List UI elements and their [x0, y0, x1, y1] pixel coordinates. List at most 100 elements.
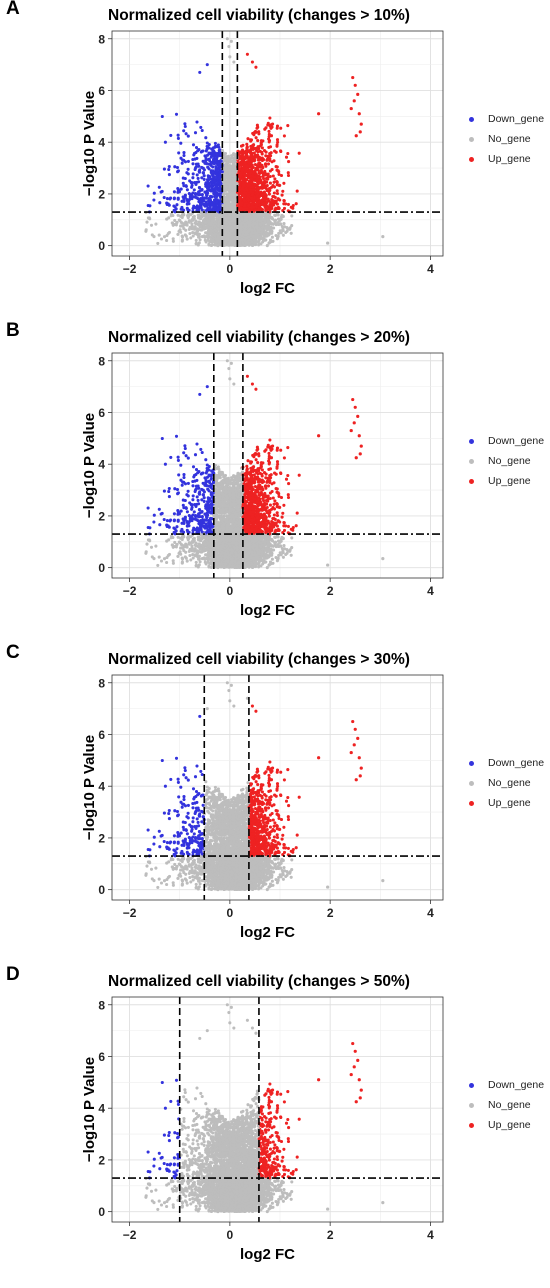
up-gene-point	[281, 190, 284, 193]
no-gene-point	[271, 240, 274, 243]
no-gene-point	[223, 190, 226, 193]
no-gene-point	[171, 221, 174, 224]
no-gene-point	[178, 218, 181, 221]
up-gene-point	[246, 189, 249, 192]
down-gene-point	[178, 190, 181, 193]
no-gene-point	[257, 242, 260, 245]
no-gene-point	[277, 232, 280, 235]
down-gene-point	[180, 200, 183, 203]
down-gene-point	[210, 184, 213, 187]
down-gene-point	[203, 197, 206, 200]
down-gene-point	[205, 162, 208, 165]
down-gene-point	[212, 149, 215, 152]
down-gene-point	[201, 150, 204, 153]
down-gene-point	[185, 132, 188, 135]
down-gene-point	[206, 141, 209, 144]
down-gene-point	[147, 204, 150, 207]
up-gene-point	[265, 159, 268, 162]
no-gene-point	[290, 214, 293, 217]
down-gene-point	[210, 181, 213, 184]
up-gene-point	[241, 144, 244, 147]
up-gene-point	[254, 183, 257, 186]
down-gene-point	[147, 184, 150, 187]
down-gene-point	[175, 113, 178, 116]
up-gene-point	[267, 137, 270, 140]
no-gene-point	[177, 230, 180, 233]
down-gene-point	[184, 160, 187, 163]
down-gene-point	[215, 145, 218, 148]
down-gene-point	[182, 154, 185, 157]
down-gene-point	[203, 168, 206, 171]
down-gene-point	[206, 194, 209, 197]
up-gene-point	[244, 173, 247, 176]
no-gene-point	[282, 222, 285, 225]
up-gene-point	[257, 162, 260, 165]
down-gene-point	[197, 193, 200, 196]
up-gene-point	[275, 145, 278, 148]
up-gene-point	[239, 176, 242, 179]
down-gene-point	[184, 125, 187, 128]
no-gene-point	[172, 237, 175, 240]
up-gene-point	[272, 174, 275, 177]
up-gene-point	[253, 200, 256, 203]
up-gene-point	[246, 197, 249, 200]
down-gene-point	[168, 197, 171, 200]
down-gene-point	[163, 168, 166, 171]
up-gene-point	[265, 151, 268, 154]
up-gene-point	[275, 199, 278, 202]
up-gene-point	[285, 156, 288, 159]
up-gene-point	[268, 116, 271, 119]
up-gene-point	[241, 187, 244, 190]
down-gene-point	[152, 198, 155, 201]
no-gene-point	[224, 213, 227, 216]
up-gene-point	[273, 150, 276, 153]
down-gene-point	[210, 188, 213, 191]
up-gene-point	[269, 182, 272, 185]
down-gene-point	[204, 136, 207, 139]
no-gene-point	[290, 224, 293, 227]
down-gene-point	[203, 174, 206, 177]
down-gene-point	[177, 151, 180, 154]
up-gene-point	[266, 189, 269, 192]
down-gene-point	[202, 171, 205, 174]
up-gene-point	[243, 204, 246, 207]
down-gene-point	[169, 134, 172, 137]
down-gene-point	[173, 210, 176, 213]
up-gene-point	[242, 177, 245, 180]
no-gene-point	[195, 239, 198, 242]
down-gene-point	[184, 177, 187, 180]
down-gene-point	[212, 146, 215, 149]
down-gene-point	[181, 158, 184, 161]
down-gene-point	[195, 120, 198, 123]
down-gene-point	[207, 174, 210, 177]
down-gene-point	[202, 160, 205, 163]
down-gene-point	[181, 162, 184, 165]
down-gene-point	[207, 178, 210, 181]
up-gene-point	[274, 196, 277, 199]
up-gene-point	[255, 136, 258, 139]
down-gene-point	[197, 163, 200, 166]
no-gene-point	[242, 242, 245, 245]
no-gene-point	[224, 171, 227, 174]
down-gene-point	[201, 188, 204, 191]
no-gene-point	[228, 171, 231, 174]
no-gene-point	[257, 231, 260, 234]
no-gene-point	[271, 236, 274, 239]
up-gene-point	[263, 190, 266, 193]
up-gene-point	[286, 124, 289, 127]
up-gene-point	[254, 163, 257, 166]
down-gene-point	[194, 192, 197, 195]
no-gene-point	[181, 239, 184, 242]
up-gene-point	[270, 151, 273, 154]
down-gene-point	[201, 193, 204, 196]
down-gene-point	[177, 137, 180, 140]
up-gene-point	[264, 154, 267, 157]
up-gene-point	[249, 154, 252, 157]
up-gene-point	[247, 176, 250, 179]
up-gene-point	[263, 180, 266, 183]
up-gene-point	[260, 182, 263, 185]
down-gene-point	[177, 198, 180, 201]
no-gene-point	[148, 216, 151, 219]
up-gene-point	[269, 145, 272, 148]
